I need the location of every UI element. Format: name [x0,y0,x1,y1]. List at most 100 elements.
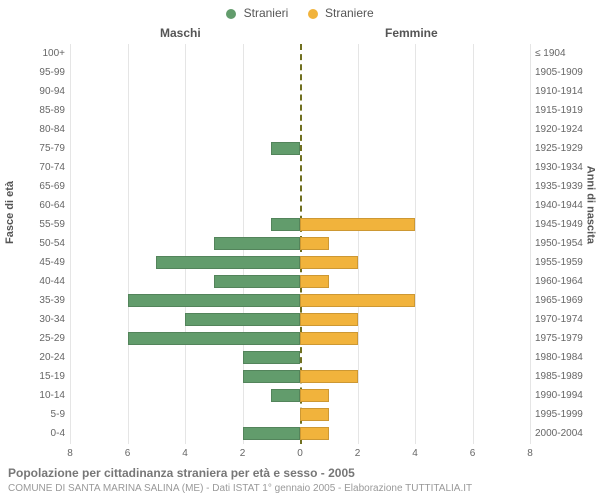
age-row [70,177,530,196]
bar-female [300,218,415,231]
x-tick-label: 8 [527,448,533,459]
column-title-male: Maschi [160,26,201,40]
y-label-birth: 1995-1999 [535,405,595,424]
y-label-birth: 1930-1934 [535,158,595,177]
gridline [530,44,531,444]
age-row [70,196,530,215]
age-row [70,63,530,82]
chart-source: COMUNE DI SANTA MARINA SALINA (ME) - Dat… [8,483,472,494]
y-label-age: 90-94 [5,82,65,101]
y-label-age: 0-4 [5,424,65,443]
age-row [70,234,530,253]
y-label-age: 75-79 [5,139,65,158]
x-axis-labels: 8 6 4 2 0 2 4 6 8 [70,448,530,462]
age-row [70,139,530,158]
legend-label-male: Stranieri [244,6,289,20]
bar-male [271,218,300,231]
x-tick-label: 6 [125,448,131,459]
column-title-female: Femmine [385,26,438,40]
age-row [70,120,530,139]
x-tick-label: 4 [412,448,418,459]
y-label-birth: 1950-1954 [535,234,595,253]
y-label-age: 15-19 [5,367,65,386]
x-tick-label: 4 [182,448,188,459]
y-label-birth: 1970-1974 [535,310,595,329]
bar-male [156,256,300,269]
age-row [70,44,530,63]
age-row [70,272,530,291]
bar-female [300,313,358,326]
age-row [70,253,530,272]
y-label-age: 65-69 [5,177,65,196]
y-label-birth: 1920-1924 [535,120,595,139]
bar-male [271,389,300,402]
y-label-age: 95-99 [5,63,65,82]
bar-female [300,408,329,421]
y-label-age: 30-34 [5,310,65,329]
bar-female [300,294,415,307]
bar-male [128,332,301,345]
y-label-age: 55-59 [5,215,65,234]
bar-male [214,275,300,288]
legend-swatch-male [226,9,236,19]
bar-male [214,237,300,250]
y-label-birth: 1960-1964 [535,272,595,291]
bar-female [300,370,358,383]
y-label-birth: 1955-1959 [535,253,595,272]
x-tick-label: 2 [240,448,246,459]
age-row [70,101,530,120]
y-label-birth: 1945-1949 [535,215,595,234]
y-label-birth: 1910-1914 [535,82,595,101]
bar-male [185,313,300,326]
x-tick-label: 8 [67,448,73,459]
age-row [70,367,530,386]
y-label-age: 85-89 [5,101,65,120]
age-row [70,348,530,367]
plot-area [70,44,530,444]
bar-female [300,389,329,402]
bar-female [300,275,329,288]
age-row [70,310,530,329]
y-label-birth: 1935-1939 [535,177,595,196]
y-label-birth: ≤ 1904 [535,44,595,63]
y-label-birth: 2000-2004 [535,424,595,443]
age-row [70,424,530,443]
y-label-birth: 1925-1929 [535,139,595,158]
y-label-birth: 1990-1994 [535,386,595,405]
y-label-birth: 1975-1979 [535,329,595,348]
bar-male [271,142,300,155]
y-label-age: 45-49 [5,253,65,272]
bar-female [300,256,358,269]
bar-male [128,294,301,307]
legend-label-female: Straniere [325,6,374,20]
bar-male [243,351,301,364]
y-label-age: 60-64 [5,196,65,215]
y-label-birth: 1965-1969 [535,291,595,310]
x-tick-label: 0 [297,448,303,459]
y-label-age: 25-29 [5,329,65,348]
x-tick-label: 2 [355,448,361,459]
y-label-age: 80-84 [5,120,65,139]
bar-female [300,332,358,345]
y-label-birth: 1905-1909 [535,63,595,82]
age-row [70,158,530,177]
age-row [70,215,530,234]
y-label-age: 5-9 [5,405,65,424]
legend-item-female: Straniere [308,6,374,20]
age-row [70,405,530,424]
legend: Stranieri Straniere [0,6,600,20]
age-row [70,82,530,101]
y-label-birth: 1980-1984 [535,348,595,367]
y-label-age: 70-74 [5,158,65,177]
age-row [70,291,530,310]
y-label-age: 100+ [5,44,65,63]
y-label-age: 40-44 [5,272,65,291]
y-label-age: 20-24 [5,348,65,367]
bar-male [243,427,301,440]
y-label-birth: 1940-1944 [535,196,595,215]
y-label-birth: 1915-1919 [535,101,595,120]
y-label-age: 10-14 [5,386,65,405]
legend-item-male: Stranieri [226,6,288,20]
x-tick-label: 6 [470,448,476,459]
legend-swatch-female [308,9,318,19]
